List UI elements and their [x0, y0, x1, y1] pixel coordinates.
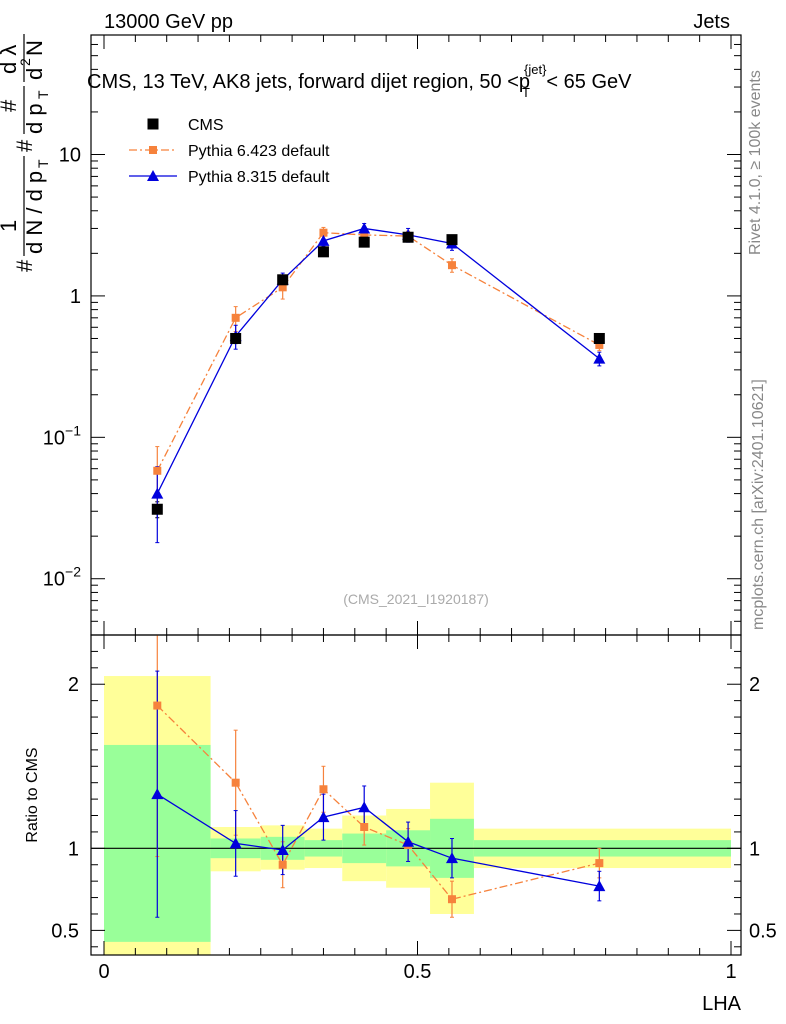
- pythia6-point: [153, 466, 162, 475]
- header-left-label: 13000 GeV pp: [104, 11, 233, 33]
- pythia8-point: [151, 788, 164, 800]
- pythia8-point: [317, 811, 330, 823]
- pythia8-point: [402, 835, 415, 847]
- pythia8-point: [593, 352, 606, 364]
- svg-text:d: d: [22, 68, 47, 80]
- ratio-ylabel: Ratio to CMS: [24, 747, 41, 842]
- legend-label: Pythia 6.423 default: [188, 143, 330, 160]
- svg-text:1: 1: [0, 220, 21, 232]
- svg-text:d p: d p: [22, 103, 47, 134]
- y-tick-label: 10: [59, 145, 81, 167]
- pythia6-point: [231, 313, 240, 322]
- x-tick-label: 0.5: [404, 961, 432, 983]
- y-tick-label: 10−2: [43, 564, 81, 591]
- cms-point: [593, 332, 605, 344]
- chart-title: CMS, 13 TeV, AK8 jets, forward dijet reg…: [87, 62, 632, 100]
- legend-label: Pythia 8.315 default: [188, 169, 330, 186]
- svg-text:#: #: [12, 259, 37, 272]
- pythia6-point: [278, 860, 287, 869]
- legend: CMS Pythia 6.423 default Pythia 8.315 defa…: [129, 117, 330, 186]
- series-line: [156, 227, 600, 494]
- cms-point: [402, 231, 414, 243]
- pythia6-point: [360, 230, 369, 239]
- pythia8-point: [445, 852, 458, 864]
- pythia6-point: [231, 778, 240, 787]
- pythia6-point: [447, 895, 456, 904]
- pythia8-point: [358, 222, 371, 234]
- x-tick-label: 1: [725, 961, 736, 983]
- svg-text:#: #: [12, 139, 37, 152]
- pythia6-point: [360, 823, 369, 831]
- pythia6-point: [319, 228, 328, 237]
- y-tick-label: 10−1: [43, 422, 81, 449]
- rivet-label: Rivet 4.1.0, ≥ 100k events: [747, 70, 764, 255]
- series-line: [156, 232, 600, 472]
- ratio-line: [156, 793, 600, 887]
- pythia8-point: [593, 880, 606, 892]
- ratio-y-tick-label: 2: [68, 674, 79, 696]
- y-axis-label: # d N / d p T 1 # d p T # d 2 N d λ: [0, 34, 51, 272]
- pythia6-point: [595, 340, 604, 349]
- legend-label: CMS: [188, 117, 224, 134]
- svg-text:2: 2: [17, 58, 33, 66]
- cms-point: [446, 234, 458, 246]
- svg-text:N: N: [22, 40, 47, 56]
- cms-point: [277, 274, 289, 286]
- pythia8-point: [358, 801, 371, 813]
- cms-point: [358, 236, 370, 248]
- pythia8-point: [229, 837, 242, 849]
- ratio-y-tick-label: 1: [68, 838, 79, 860]
- y-tick-label: 1: [70, 286, 81, 308]
- pythia6-point: [447, 261, 456, 270]
- ratio-y-tick-label-right: 2: [749, 674, 760, 696]
- header-right-label: Jets: [693, 11, 730, 33]
- pythia6-point: [153, 701, 162, 710]
- pythia6-point: [595, 859, 604, 868]
- legend-marker: [147, 170, 159, 181]
- analysis-watermark: (CMS_2021_I1920187): [343, 591, 489, 607]
- main-panel: (CMS_2021_I1920187) 10−2 10−1 1 10 CMS, 13 …: [0, 34, 742, 636]
- ratio-frame: [90, 634, 742, 956]
- ratio-panel: 0.5 0.5 1 1 2 2 0 0.5 1 Ratio to CMS LHA: [24, 634, 777, 1015]
- svg-text:#: #: [0, 99, 21, 112]
- pythia8-point: [276, 843, 289, 855]
- cms-point: [230, 332, 242, 344]
- cms-point: [317, 246, 329, 258]
- pythia8-point: [151, 487, 164, 499]
- legend-marker: [147, 118, 159, 130]
- svg-text:d λ: d λ: [0, 45, 21, 74]
- ratio-y-tick-label-right: 0.5: [749, 920, 777, 942]
- ratio-line: [156, 705, 600, 900]
- cms-point: [151, 503, 163, 515]
- pythia8-point: [317, 234, 330, 246]
- x-axis-label: LHA: [702, 993, 742, 1015]
- ratio-y-tick-label: 0.5: [51, 920, 79, 942]
- svg-text:T: T: [35, 159, 51, 168]
- ratio-y-tick-label-right: 1: [749, 838, 760, 860]
- svg-text:T: T: [35, 90, 51, 99]
- pythia6-point: [278, 283, 287, 292]
- svg-text:d N / d p: d N / d p: [22, 171, 47, 254]
- mcplots-label: mcplots.cern.ch [arXiv:2401.10621]: [750, 379, 767, 630]
- legend-marker: [149, 146, 157, 154]
- pythia6-point: [319, 785, 328, 794]
- x-tick-label: 0: [98, 961, 109, 983]
